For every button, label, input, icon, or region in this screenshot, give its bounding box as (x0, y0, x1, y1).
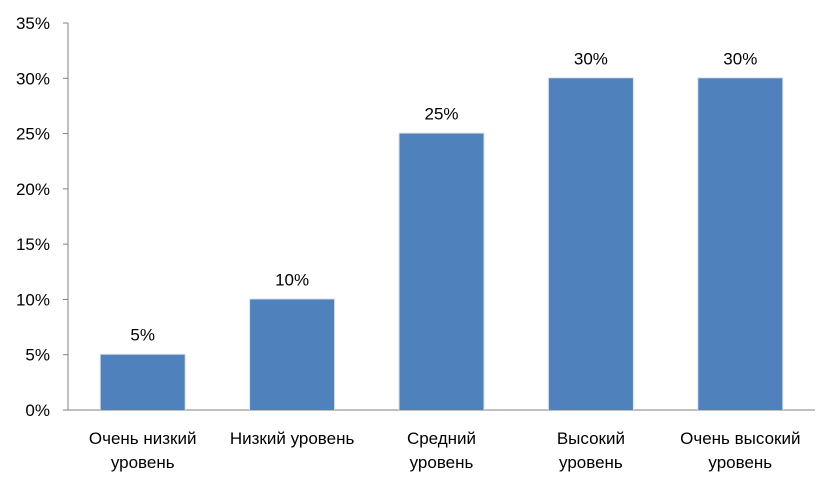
x-category-label: Средний (407, 429, 476, 448)
x-category-label: уровень (559, 453, 623, 472)
y-tick-label: 20% (16, 180, 50, 199)
chart-bars (99, 77, 784, 411)
chart-labels: 0% 5% 10% 15% 20% 25% 30% 35% 5% Очень низкий уров… (16, 14, 800, 472)
data-label: 5% (130, 326, 155, 345)
y-tick-label: 0% (25, 401, 50, 420)
x-category-label: уровень (111, 453, 175, 472)
bar (698, 78, 783, 411)
bar (399, 133, 484, 411)
y-tick-label: 10% (16, 290, 50, 309)
data-label: 30% (574, 49, 608, 68)
x-category-label: уровень (708, 453, 772, 472)
bar (100, 354, 185, 410)
data-label: 10% (275, 270, 309, 289)
x-category-label: Низкий уровень (230, 429, 355, 448)
x-category-label: уровень (410, 453, 474, 472)
y-tick-label: 5% (25, 346, 50, 365)
data-label: 25% (424, 105, 458, 124)
y-tick-label: 25% (16, 125, 50, 144)
x-category-label: Высокий (557, 429, 625, 448)
x-category-label: Очень низкий (89, 429, 197, 448)
data-label: 30% (723, 49, 757, 68)
x-category-label: Очень высокий (680, 429, 800, 448)
y-tick-label: 35% (16, 14, 50, 33)
bar (548, 78, 633, 411)
bar (250, 299, 335, 410)
y-tick-label: 15% (16, 235, 50, 254)
y-tick-label: 30% (16, 69, 50, 88)
